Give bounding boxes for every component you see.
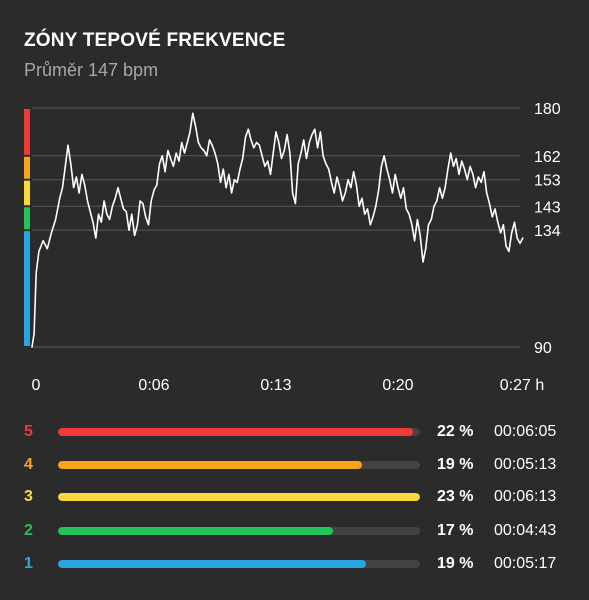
- zone-percent: 23 %: [437, 488, 474, 505]
- x-tick-label: 0: [32, 377, 41, 394]
- chart-title: ZÓNY TEPOVÉ FREKVENCE: [24, 30, 286, 51]
- zone-row-1: 1 19 % 00:05:17: [0, 552, 589, 576]
- zone-bar-fill: [58, 493, 420, 501]
- zone-row-3: 3 23 % 00:06:13: [0, 485, 589, 509]
- average-heart-rate: Průměr 147 bpm: [24, 60, 159, 80]
- zone-band-4: [24, 156, 30, 179]
- x-axis-ticks: 0 0:06 0:13 0:20 0:27 h: [32, 377, 545, 394]
- zone-row-2: 2 17 % 00:04:43: [0, 519, 589, 543]
- zone-time: 00:05:13: [494, 456, 557, 473]
- zone-time: 00:05:17: [494, 555, 557, 572]
- zone-bar-fill: [58, 560, 366, 568]
- zone-bar-fill: [58, 527, 334, 535]
- zone-row-5: 5 22 % 00:06:05: [0, 420, 589, 444]
- y-axis-ticks: 90 134 143 153 162 180: [534, 101, 561, 357]
- y-tick-label: 180: [534, 101, 561, 118]
- zone-row-4: 4 19 % 00:05:13: [0, 453, 589, 477]
- zone-percent: 22 %: [437, 423, 474, 440]
- zone-time: 00:06:05: [494, 423, 557, 440]
- zone-percent: 19 %: [437, 555, 474, 572]
- zone-band-1: [24, 231, 30, 346]
- zone-band-5: [24, 109, 30, 155]
- y-tick-label: 162: [534, 149, 561, 166]
- zone-bar-track: [58, 461, 420, 469]
- y-tick-label: 90: [534, 340, 552, 357]
- zone-bar-fill: [58, 461, 363, 469]
- zone-band-3: [24, 180, 30, 206]
- zone-number: 5: [24, 423, 33, 440]
- heart-rate-chart: 90 134 143 153 162 180 0 0:06 0:13 0:20 0:27 h: [24, 101, 561, 394]
- zone-bar-track: [58, 527, 420, 535]
- zone-band-2: [24, 207, 30, 230]
- zone-percent: 19 %: [437, 456, 474, 473]
- zone-bar-fill: [58, 428, 413, 436]
- zone-number: 4: [24, 456, 33, 473]
- x-tick-label: 0:20: [382, 377, 413, 394]
- heart-rate-line: [31, 112, 524, 348]
- zone-number: 2: [24, 522, 33, 539]
- x-tick-label: 0:13: [260, 377, 291, 394]
- zone-color-bar: [24, 109, 30, 346]
- y-tick-label: 134: [534, 223, 561, 240]
- zone-number: 1: [24, 555, 33, 572]
- y-tick-label: 143: [534, 199, 561, 216]
- x-tick-label: 0:27 h: [500, 377, 544, 394]
- zone-bar-track: [58, 428, 420, 436]
- zone-bar-track: [58, 560, 420, 568]
- zone-time: 00:04:43: [494, 522, 557, 539]
- y-tick-label: 153: [534, 173, 561, 190]
- zone-percent: 17 %: [437, 522, 474, 539]
- grid-lines: [32, 107, 520, 348]
- x-tick-label: 0:06: [138, 377, 169, 394]
- zone-time: 00:06:13: [494, 488, 557, 505]
- zone-bar-track: [58, 493, 420, 501]
- zone-number: 3: [24, 488, 33, 505]
